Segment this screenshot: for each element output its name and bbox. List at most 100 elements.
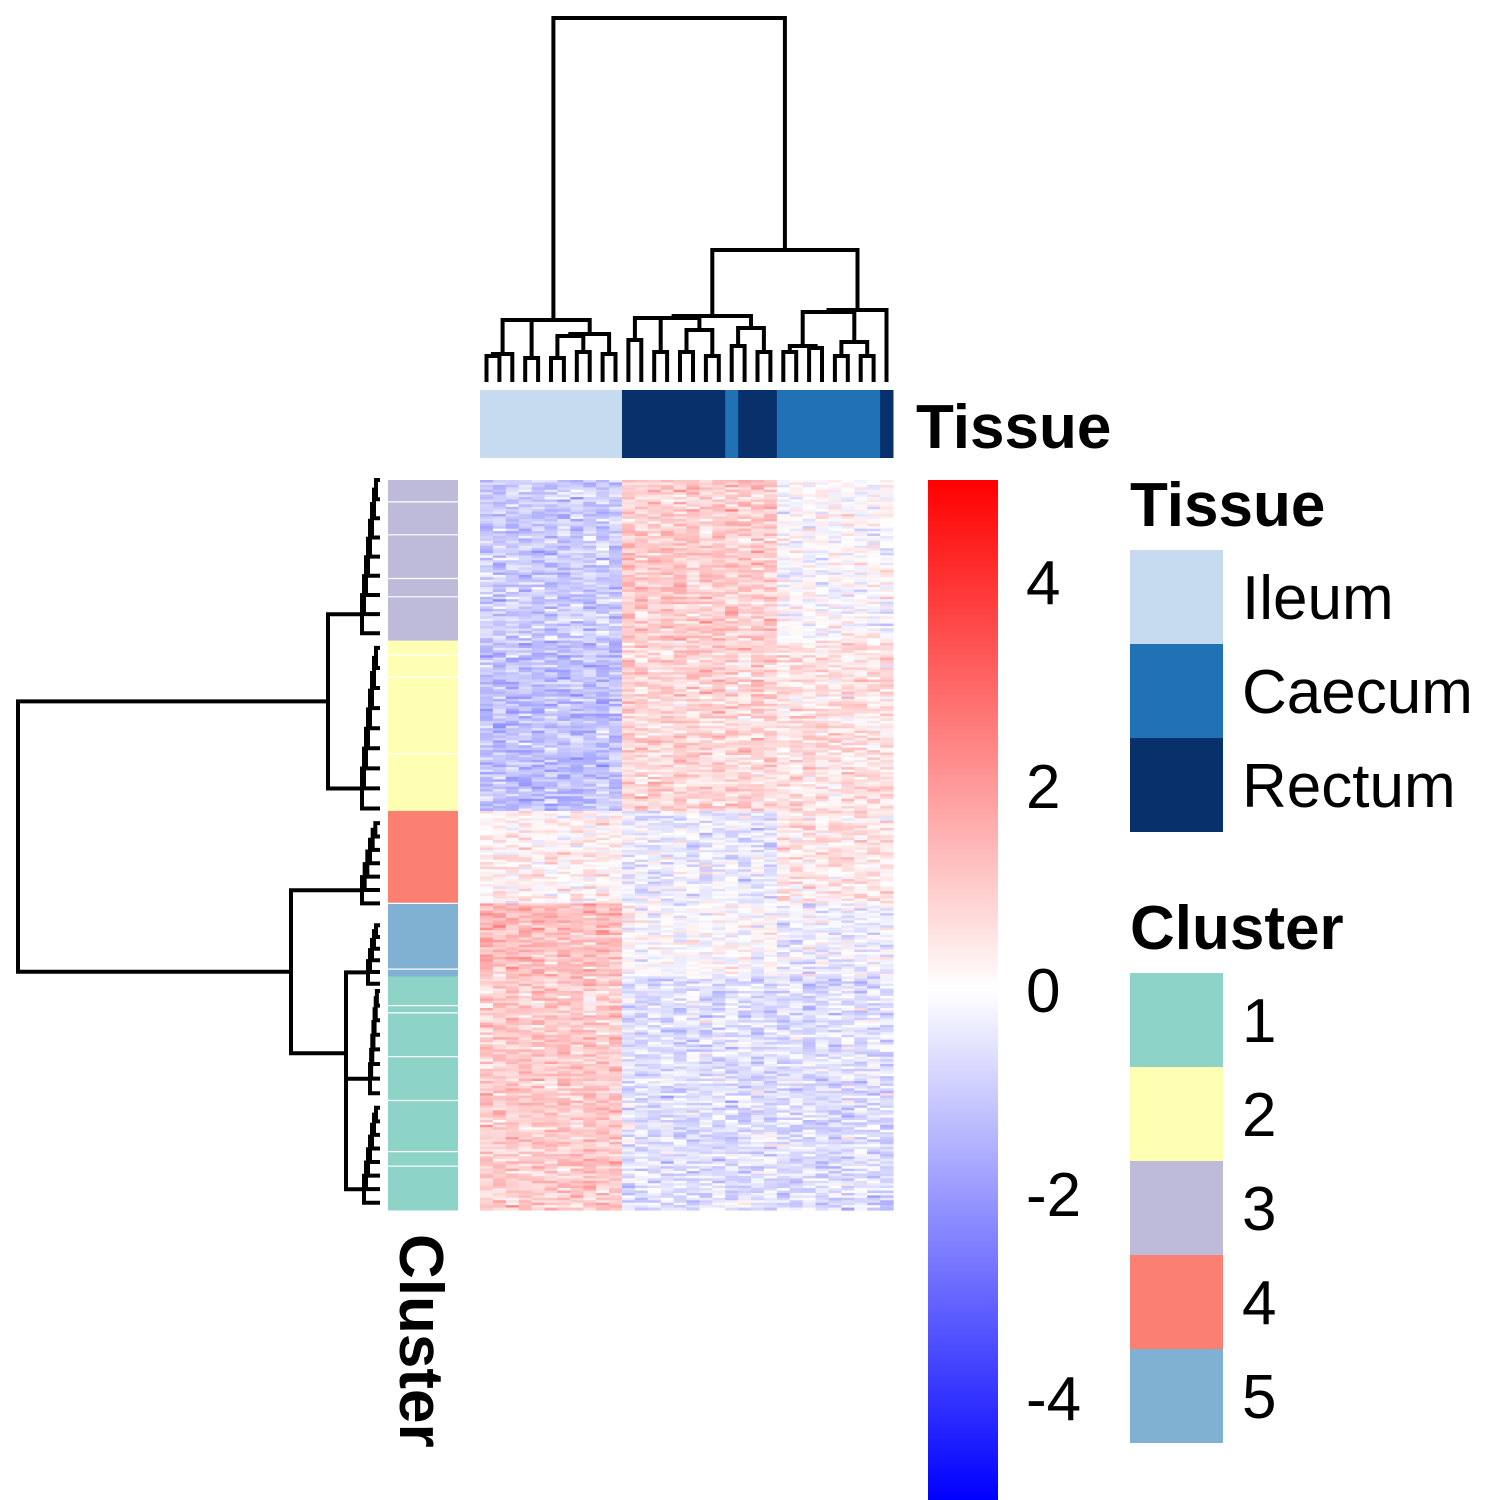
heatmap-cell (725, 484, 739, 488)
heatmap-cell (634, 480, 649, 484)
heatmap-cell (751, 550, 765, 554)
heatmap-cell (505, 660, 520, 664)
heatmap-cell (828, 553, 842, 557)
heatmap-cell (789, 733, 804, 737)
heatmap-cell (738, 511, 752, 515)
heatmap-cell (492, 667, 507, 671)
heatmap-cell (609, 511, 623, 515)
heatmap-cell (699, 494, 713, 498)
heatmap-cell (699, 730, 713, 734)
heatmap-cell (686, 562, 701, 566)
heatmap-cell (480, 774, 494, 778)
heatmap-cell (596, 669, 610, 673)
heatmap-cell (776, 591, 791, 595)
heatmap-cell (596, 504, 610, 508)
heatmap-cell (609, 711, 623, 715)
heatmap-cell (854, 528, 868, 532)
heatmap-cell (544, 540, 559, 544)
heatmap-cell (505, 548, 520, 552)
heatmap-cell (570, 528, 584, 532)
heatmap-cell (531, 514, 546, 518)
heatmap-cell (763, 579, 778, 583)
heatmap-cell (712, 611, 726, 615)
heatmap-cell (609, 694, 623, 698)
heatmap-cell (544, 762, 559, 766)
heatmap-cell (841, 720, 855, 724)
heatmap-cell (841, 703, 855, 707)
heatmap-cell (776, 723, 791, 727)
heatmap-cell (751, 560, 765, 564)
heatmap-cell (828, 657, 842, 661)
heatmap-cell (570, 630, 584, 634)
heatmap-cell (583, 531, 597, 535)
heatmap-cell (480, 526, 494, 530)
heatmap-cell (854, 640, 868, 644)
heatmap-cell (738, 492, 752, 496)
heatmap-cell (751, 482, 765, 486)
heatmap-cell (776, 501, 791, 505)
heatmap-cell (673, 720, 688, 724)
heatmap-cell (505, 757, 520, 761)
heatmap-cell (518, 482, 533, 486)
heatmap-cell (480, 506, 494, 510)
heatmap-cell (802, 618, 817, 622)
heatmap-cell (789, 538, 804, 542)
heatmap-cell (647, 572, 662, 576)
heatmap-cell (738, 594, 752, 598)
heatmap-cell (699, 521, 713, 525)
heatmap-cell (647, 674, 662, 678)
heatmap-cell (647, 742, 662, 746)
heatmap-cell (531, 555, 546, 559)
heatmap-cell (531, 582, 546, 586)
heatmap-cell (480, 613, 494, 617)
heatmap-cell (557, 706, 571, 710)
heatmap-cell (776, 579, 791, 583)
heatmap-cell (738, 560, 752, 564)
heatmap-cell (583, 772, 597, 776)
heatmap-cell (480, 509, 494, 513)
heatmap-cell (609, 540, 623, 544)
heatmap-cell (518, 591, 533, 595)
heatmap-cell (776, 677, 791, 681)
heatmap-cell (751, 494, 765, 498)
heatmap-cell (492, 645, 507, 649)
heatmap-cell (725, 635, 739, 639)
heatmap-cell (609, 489, 623, 493)
heatmap-cell (544, 640, 559, 644)
heatmap-cell (660, 699, 675, 703)
heatmap-cell (828, 506, 842, 510)
heatmap-cell (867, 606, 881, 610)
heatmap-cell (609, 543, 623, 547)
heatmap-cell (570, 767, 584, 771)
heatmap-cell (518, 650, 533, 654)
heatmap-cell (880, 762, 894, 766)
heatmap-cell (686, 545, 701, 549)
heatmap-cell (867, 640, 881, 644)
heatmap-cell (621, 640, 636, 644)
heatmap-cell (505, 633, 520, 637)
heatmap-cell (776, 497, 791, 501)
heatmap-cell (557, 730, 571, 734)
heatmap-cell (751, 643, 765, 647)
heatmap-cell (738, 772, 752, 776)
heatmap-cell (763, 553, 778, 557)
heatmap-cell (531, 752, 546, 756)
heatmap-cell (686, 555, 701, 559)
heatmap-cell (854, 708, 868, 712)
heatmap-cell (531, 772, 546, 776)
heatmap-cell (596, 501, 610, 505)
heatmap-cell (699, 647, 713, 651)
heatmap-cell (854, 643, 868, 647)
heatmap-cell (660, 516, 675, 520)
heatmap-cell (712, 638, 726, 642)
heatmap-cell (531, 492, 546, 496)
heatmap-cell (480, 594, 494, 598)
heatmap-cell (841, 716, 855, 720)
heatmap-cell (712, 752, 726, 756)
heatmap-cell (725, 511, 739, 515)
heatmap-cell (505, 482, 520, 486)
heatmap-cell (789, 711, 804, 715)
heatmap-cell (880, 618, 894, 622)
heatmap-cell (492, 684, 507, 688)
heatmap-cell (776, 523, 791, 527)
